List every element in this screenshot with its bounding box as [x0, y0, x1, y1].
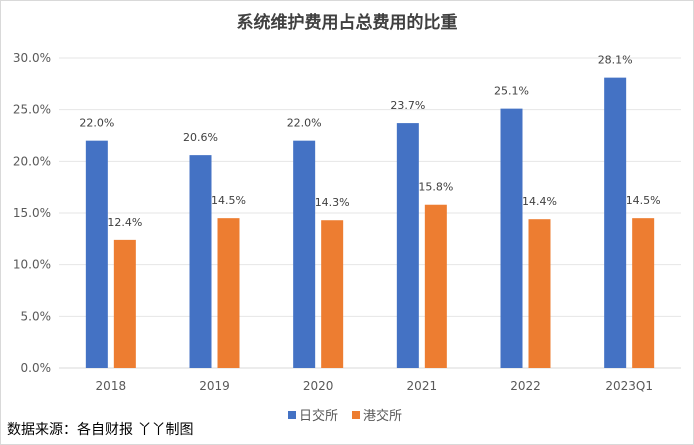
legend-swatch [288, 411, 296, 419]
data-label: 15.8% [418, 181, 453, 194]
data-label: 20.6% [183, 131, 218, 144]
data-label: 14.4% [522, 195, 557, 208]
bar-jpx [85, 140, 108, 368]
x-tick-label: 2022 [510, 379, 541, 393]
bar-hkex [113, 239, 136, 368]
legend-swatch [352, 411, 360, 419]
data-label: 28.1% [598, 54, 633, 67]
y-tick-label: 5.0% [21, 309, 52, 323]
data-label: 12.4% [107, 216, 142, 229]
bar-hkex [528, 219, 551, 368]
data-label: 14.5% [211, 194, 246, 207]
data-label: 25.1% [494, 85, 529, 98]
source-note: 数据来源：各自财报 丫丫制图 [7, 422, 193, 438]
data-label: 22.0% [79, 117, 114, 130]
y-tick-label: 30.0% [13, 51, 51, 65]
bar-jpx [396, 123, 419, 368]
data-label: 14.5% [626, 194, 661, 207]
y-tick-label: 25.0% [13, 103, 51, 117]
x-tick-label: 2023Q1 [605, 379, 653, 393]
bar-hkex [424, 204, 447, 368]
bar-jpx [293, 140, 316, 368]
bar-jpx [500, 108, 523, 368]
x-tick-label: 2020 [303, 379, 334, 393]
bar-jpx [604, 77, 627, 368]
data-label: 23.7% [390, 99, 425, 112]
legend-label: 港交所 [363, 408, 402, 424]
x-tick-label: 2018 [96, 379, 127, 393]
data-label: 14.3% [315, 196, 350, 209]
legend-label: 日交所 [299, 408, 338, 424]
y-tick-label: 20.0% [13, 154, 51, 168]
chart-title: 系统维护费用占总费用的比重 [237, 12, 458, 33]
x-tick-label: 2021 [407, 379, 438, 393]
bar-hkex [217, 218, 240, 368]
y-tick-label: 15.0% [13, 206, 51, 220]
bar-hkex [632, 218, 655, 368]
data-label: 22.0% [287, 117, 322, 130]
bar-jpx [189, 155, 212, 368]
y-tick-label: 10.0% [13, 258, 51, 272]
y-tick-label: 0.0% [21, 361, 52, 375]
bar-hkex [321, 220, 344, 368]
x-tick-label: 2019 [199, 379, 230, 393]
